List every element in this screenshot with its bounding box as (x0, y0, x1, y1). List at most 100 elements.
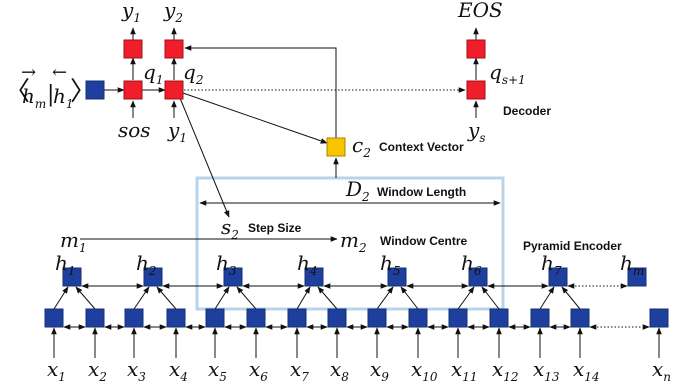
context-vector-symbol: c2 (352, 133, 371, 160)
encoder-input-label: x10 (411, 357, 438, 384)
decoder-initial-state-label: 〈 → hm | ← h1 〉 (4, 62, 96, 111)
encoder-input-label: x13 (533, 357, 560, 384)
decoder-output-node-2 (164, 39, 184, 59)
encoder-nodes (44, 267, 669, 328)
decoder-output-node-3 (466, 39, 486, 59)
encoder-hidden-node (627, 267, 647, 287)
encoder-input-node (85, 308, 105, 328)
svg-text:〈: 〈 (4, 77, 30, 107)
context-vector-node (326, 137, 346, 157)
svg-text:h1: h1 (53, 84, 74, 111)
encoder-pyramid-link (75, 286, 96, 310)
encoder-input-node (448, 308, 468, 328)
encoder-input-label: x12 (492, 357, 519, 384)
decoder-init-node (85, 80, 105, 100)
encoder-pyramid-link (400, 286, 419, 310)
encoder-hidden-node (62, 267, 82, 287)
encoder-hidden-node (223, 267, 243, 287)
encoder-input-label: x3 (127, 357, 146, 384)
encoder-input-label: x8 (330, 357, 349, 384)
encoder-pyramid-link (481, 286, 500, 310)
encoder-pyramid-link (457, 286, 475, 310)
encoder-input-node (166, 308, 186, 328)
encoder-hidden-label: h4 (297, 251, 318, 278)
decoder-output-node-1 (123, 39, 143, 59)
encoder-input-node (246, 308, 266, 328)
decoder-output-label-2: y2 (163, 0, 183, 25)
decoder-state-label-2: q2 (183, 60, 203, 87)
encoder-hidden-label: h1 (55, 251, 76, 278)
encoder-input-node (367, 308, 387, 328)
encoder-pyramid-link (214, 286, 230, 310)
encoder-hidden-node (468, 267, 488, 287)
encoder-input-node (124, 308, 144, 328)
encoder-input-label: x5 (208, 357, 227, 384)
encoder-pyramid-link (133, 286, 150, 310)
context-vector-label: Context Vector (379, 140, 464, 154)
encoder-input-label: x6 (249, 357, 268, 384)
encoder-pyramid-link (539, 286, 555, 310)
encoder-pyramid-link (317, 286, 338, 310)
encoder-hidden-label: h3 (216, 251, 237, 278)
window-centre-to: m2 (340, 228, 367, 255)
window-centre-from: m1 (60, 228, 87, 255)
decoder-state-node-3 (466, 80, 486, 100)
encoder-input-node (287, 308, 307, 328)
encoder-input-label: x9 (370, 357, 389, 384)
decoder-state-label-3: qs+1 (489, 60, 526, 87)
decoder-state-node-1 (123, 80, 143, 100)
encoder-hidden-node (387, 267, 407, 287)
encoder-input-node (570, 308, 590, 328)
encoder-input-node (44, 308, 64, 328)
encoder-hidden-label: hm (620, 251, 644, 278)
window-length-symbol: D2 (345, 177, 370, 204)
window-centre-label: Window Centre (380, 234, 468, 248)
encoder-hidden-node (548, 267, 568, 287)
encoder-labels: x1 x2 x3 x4 x5 x6 x7 x8 x9 x10 x11 x12 x13 x14 xn h1 h2 h… (47, 251, 671, 384)
encoder-hidden-label: h2 (136, 251, 157, 278)
decoder-state-label-1: q1 (143, 60, 163, 87)
encoder-connections (51, 283, 662, 358)
encoder-pyramid-link (296, 286, 311, 310)
decoder-input-label-2: y1 (167, 118, 187, 145)
encoder-hidden-node (143, 267, 163, 287)
encoder-input-label: x11 (451, 357, 478, 384)
step-size-symbol: s2 (221, 215, 239, 242)
encoder-input-node (530, 308, 550, 328)
pyramid-encoder-label: Pyramid Encoder (523, 239, 622, 253)
encoder-input-node (489, 308, 509, 328)
encoder-pyramid-link (561, 286, 581, 310)
encoder-input-label: x14 (573, 357, 600, 384)
decoder-input-label-1: sos (118, 118, 151, 142)
encoder-pyramid-link (376, 286, 394, 310)
context-connections (179, 45, 339, 218)
encoder-hidden-label: h7 (541, 251, 562, 278)
encoder-input-label: x2 (88, 357, 107, 384)
decoder-label: Decoder (503, 104, 551, 118)
svg-text:hm: hm (22, 84, 46, 111)
encoder-input-node (649, 308, 669, 328)
forward-arrow-icon: → (21, 62, 36, 83)
window-length-label: Window Length (377, 185, 466, 199)
encoder-hidden-node (304, 267, 324, 287)
encoder-hidden-label: h6 (461, 251, 482, 278)
decoder-output-label-3: EOS (457, 0, 503, 22)
decoder-input-label-3: ys (467, 118, 485, 145)
encoder-pyramid-link (236, 286, 257, 310)
step-size-label: Step Size (248, 221, 302, 235)
decoder-state-node-2 (164, 80, 184, 100)
encoder-pyramid-link (53, 286, 69, 310)
encoder-input-label: xn (652, 357, 671, 384)
encoder-input-node (408, 308, 428, 328)
svg-text:|: | (47, 82, 54, 107)
encoder-input-label: x7 (290, 357, 309, 384)
encoder-hidden-label: h5 (380, 251, 401, 278)
encoder-pyramid-link (156, 286, 177, 310)
encoder-input-node (327, 308, 347, 328)
attention-window-box (195, 176, 505, 311)
encoder-input-label: x1 (47, 357, 66, 384)
decoder-connections (104, 27, 479, 118)
backward-arrow-icon: ← (52, 62, 67, 83)
svg-text:〉: 〉 (70, 77, 96, 107)
